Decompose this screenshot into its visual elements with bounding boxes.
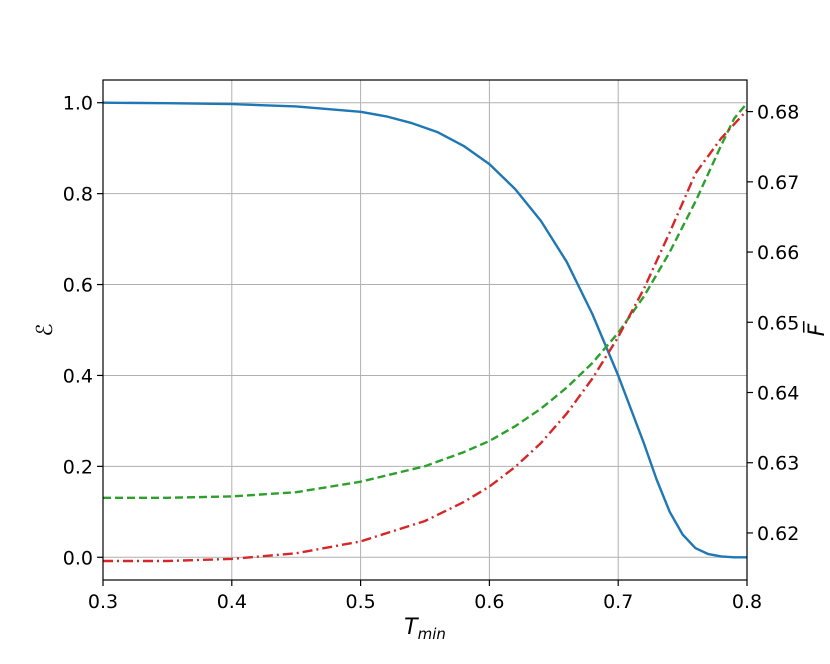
grid (102, 80, 748, 580)
x-tick-label: 0.3 (88, 591, 118, 613)
left-y-tick-label: 0.2 (63, 456, 93, 478)
right-y-axis-ticks: 0.62 0.63 0.64 0.65 0.66 0.67 0.68 (747, 102, 799, 545)
x-tick-label: 0.5 (345, 591, 375, 613)
series-line-3 (103, 109, 748, 563)
left-y-tick-label: 0.6 (63, 275, 93, 297)
right-y-tick-label: 0.65 (757, 312, 799, 334)
x-tick-label: 0.7 (603, 591, 633, 613)
x-axis-ticks: 0.3 0.4 0.5 0.6 0.7 0.8 (88, 580, 762, 613)
series-line-2 (103, 102, 748, 499)
right-y-tick-label: 0.62 (757, 523, 799, 545)
left-y-axis-label: ℰ (33, 323, 58, 336)
x-axis-label-sub: min (418, 625, 446, 643)
plot-frame (102, 79, 748, 581)
x-tick-label: 0.4 (217, 591, 247, 613)
series-layer (102, 101, 748, 563)
series-line-1 (102, 101, 747, 559)
right-y-tick-label: 0.64 (757, 383, 799, 405)
left-y-axis-ticks: 0.0 0.2 0.4 0.6 0.8 1.0 (63, 93, 103, 569)
left-y-tick-label: 0.0 (63, 547, 93, 569)
right-y-axis-label: F̅ (803, 320, 830, 336)
x-axis-label-main: T (404, 615, 419, 640)
x-tick-label: 0.6 (474, 591, 504, 613)
x-axis-label: Tmin (404, 615, 446, 643)
left-y-tick-label: 0.4 (63, 365, 93, 387)
right-y-tick-label: 0.68 (757, 102, 799, 124)
right-y-tick-label: 0.67 (757, 172, 799, 194)
left-y-tick-label: 0.8 (63, 184, 93, 206)
x-tick-label: 0.8 (732, 591, 762, 613)
right-y-tick-label: 0.66 (757, 242, 799, 264)
right-y-tick-label: 0.63 (757, 453, 799, 475)
left-y-tick-label: 1.0 (63, 93, 93, 115)
